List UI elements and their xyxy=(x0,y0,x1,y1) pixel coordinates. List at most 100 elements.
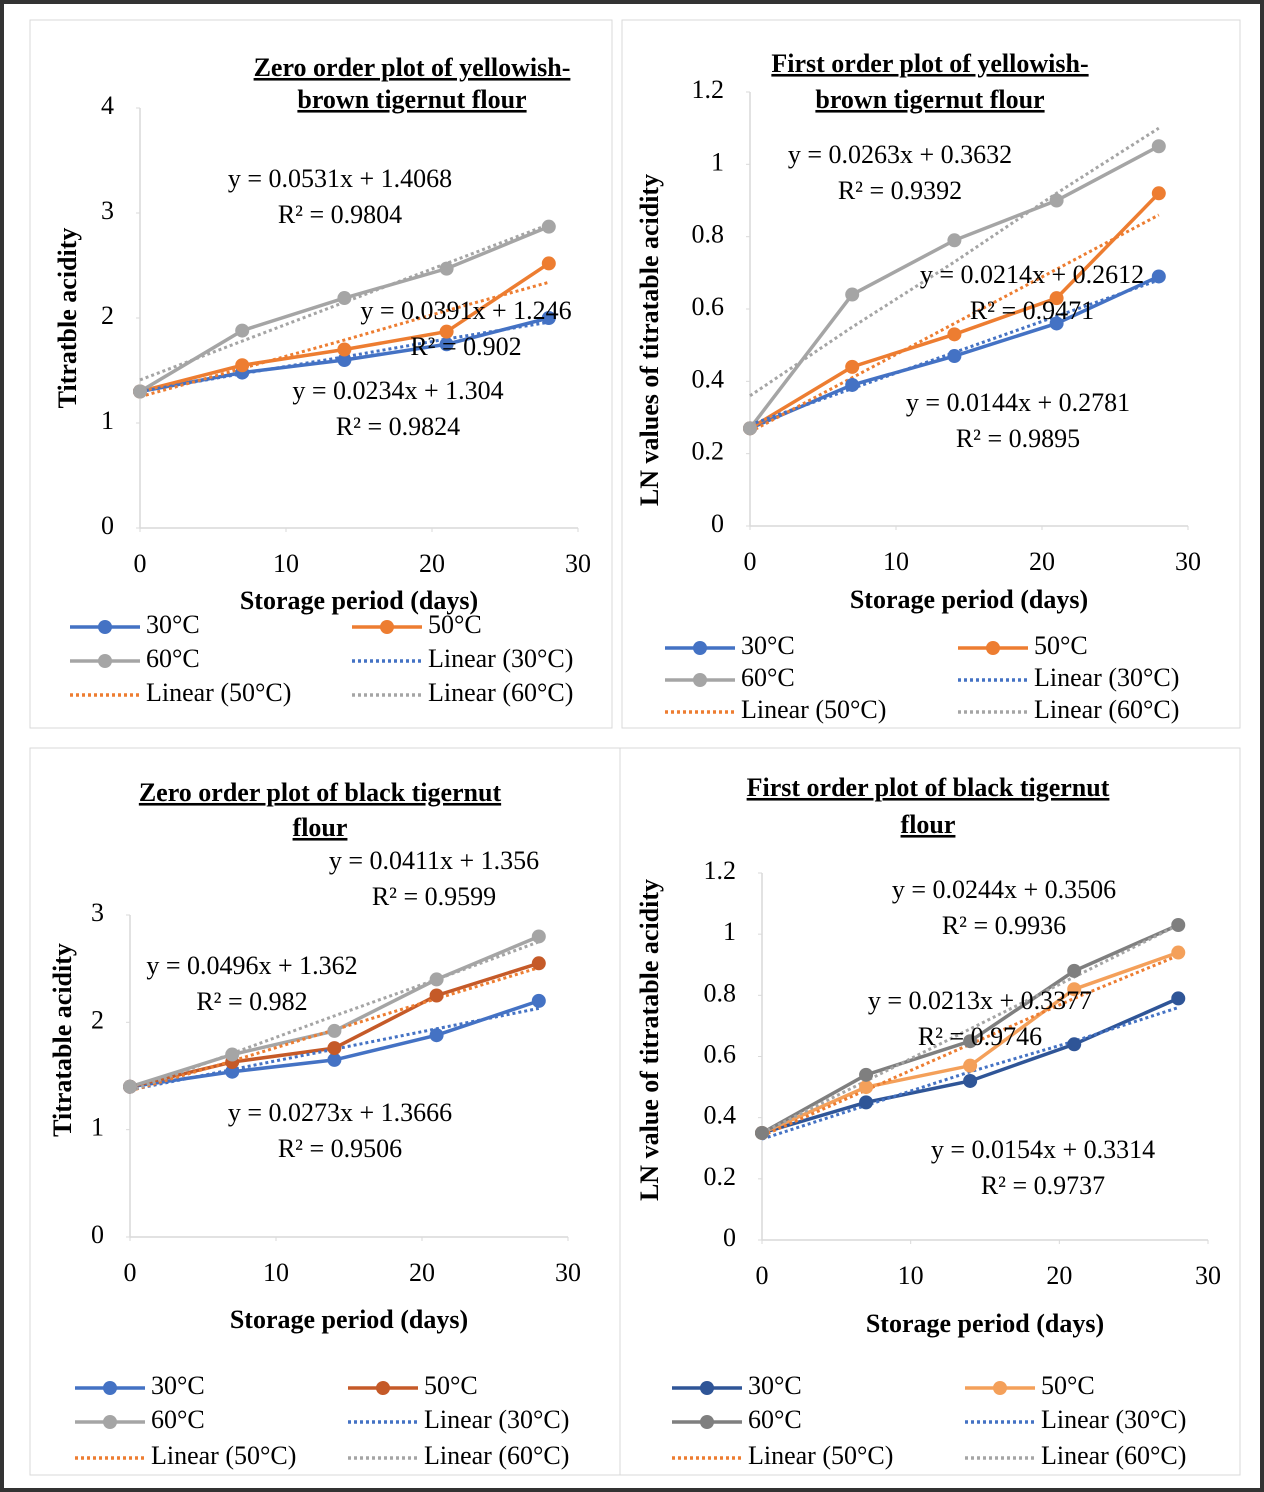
y-tick-label: 0.4 xyxy=(692,364,725,393)
x-tick-label: 0 xyxy=(756,1261,769,1290)
x-tick-label: 10 xyxy=(273,549,299,578)
y-tick-label: 0.6 xyxy=(704,1039,737,1068)
legend-label: Linear (50°C) xyxy=(741,695,886,724)
legend-marker xyxy=(103,1415,117,1429)
trend-equation: y = 0.0496x + 1.362 xyxy=(146,951,357,980)
trend-equation: y = 0.0411x + 1.356 xyxy=(329,846,539,875)
data-point xyxy=(327,1041,342,1056)
y-tick-label: 0.8 xyxy=(692,220,725,249)
data-point xyxy=(133,384,147,399)
data-point xyxy=(743,421,757,436)
legend-marker xyxy=(700,1415,714,1429)
data-point xyxy=(225,1064,240,1079)
trend-equation: y = 0.0213x + 0.3377 xyxy=(868,986,1092,1015)
x-tick-label: 20 xyxy=(419,549,445,578)
data-point xyxy=(859,1095,874,1110)
legend-marker xyxy=(986,641,1000,655)
trend-r2: R² = 0.9737 xyxy=(981,1171,1105,1200)
data-point xyxy=(429,988,444,1003)
data-point xyxy=(531,929,546,944)
y-tick-label: 1 xyxy=(91,1113,104,1142)
legend-marker xyxy=(380,620,394,634)
trend-r2: R² = 0.9804 xyxy=(278,200,402,229)
legend-marker xyxy=(103,1381,117,1395)
data-point xyxy=(963,1034,978,1049)
y-axis-label: LN value of titratable acidity xyxy=(635,879,664,1201)
trend-equation: y = 0.0273x + 1.3666 xyxy=(228,1098,452,1127)
legend-label: Linear (50°C) xyxy=(146,678,291,707)
legend-label: 50°C xyxy=(428,610,482,639)
legend-marker xyxy=(376,1381,390,1395)
legend-label: Linear (30°C) xyxy=(428,644,573,673)
legend-label: Linear (60°C) xyxy=(428,678,573,707)
y-tick-label: 1 xyxy=(723,917,736,946)
legend-label: Linear (30°C) xyxy=(1034,663,1179,692)
data-point xyxy=(1067,1037,1082,1052)
data-point xyxy=(429,972,444,987)
x-tick-label: 10 xyxy=(898,1261,924,1290)
trend-line xyxy=(761,954,1179,1138)
legend-label: Linear (60°C) xyxy=(424,1441,569,1470)
data-point xyxy=(859,1067,874,1082)
trend-r2: R² = 0.9471 xyxy=(970,296,1094,325)
data-point xyxy=(1171,917,1186,932)
data-point xyxy=(1067,963,1082,978)
panel-frame xyxy=(621,19,1241,729)
y-tick-label: 1 xyxy=(101,406,114,435)
legend-label: Linear (50°C) xyxy=(151,1441,296,1470)
trend-line xyxy=(749,213,1160,434)
x-tick-label: 30 xyxy=(1195,1261,1221,1290)
x-axis-label: Storage period (days) xyxy=(866,1309,1104,1338)
legend-label: 30°C xyxy=(741,631,795,660)
y-tick-label: 0.8 xyxy=(704,978,737,1007)
y-tick-label: 0 xyxy=(711,509,724,538)
trend-r2: R² = 0.9392 xyxy=(838,176,962,205)
legend-label: 50°C xyxy=(424,1371,478,1400)
legend-label: 50°C xyxy=(1034,631,1088,660)
data-point xyxy=(327,1023,342,1038)
data-point xyxy=(123,1079,137,1094)
data-point xyxy=(337,342,352,357)
y-tick-label: 4 xyxy=(101,91,114,120)
x-tick-label: 30 xyxy=(555,1258,581,1287)
legend-label: 60°C xyxy=(146,644,200,673)
panel-frame xyxy=(619,747,1241,1476)
legend-label: Linear (30°C) xyxy=(1041,1405,1186,1434)
data-point xyxy=(225,1047,240,1062)
trend-line xyxy=(129,940,540,1093)
legend-label: Linear (60°C) xyxy=(1041,1441,1186,1470)
trend-r2: R² = 0.9599 xyxy=(372,882,496,911)
legend-marker xyxy=(98,654,112,668)
data-point xyxy=(439,337,454,352)
trend-r2: R² = 0.9895 xyxy=(956,424,1080,453)
trend-equation: y = 0.0244x + 0.3506 xyxy=(892,875,1116,904)
data-point xyxy=(947,233,962,248)
trend-line xyxy=(129,966,540,1093)
x-tick-label: 0 xyxy=(134,549,147,578)
data-point xyxy=(1067,982,1082,997)
chart-title: flour xyxy=(293,813,348,842)
data-point xyxy=(541,256,556,271)
trend-equation: y = 0.0234x + 1.304 xyxy=(292,376,503,405)
y-tick-label: 0 xyxy=(91,1220,104,1249)
chart-title: First order plot of yellowish- xyxy=(771,49,1088,78)
x-tick-label: 0 xyxy=(744,547,757,576)
chart-title: brown tigernut flour xyxy=(297,85,526,114)
y-tick-label: 0 xyxy=(723,1223,736,1252)
x-tick-label: 30 xyxy=(565,549,591,578)
x-tick-label: 0 xyxy=(124,1258,137,1287)
y-tick-label: 2 xyxy=(101,301,114,330)
data-point xyxy=(963,1058,978,1073)
legend-marker xyxy=(98,620,112,634)
chart-title: Zero order plot of black tigernut xyxy=(139,778,502,807)
data-point xyxy=(541,219,556,234)
legend-marker xyxy=(693,641,707,655)
data-point xyxy=(541,311,556,325)
data-point xyxy=(845,377,860,392)
legend-label: 30°C xyxy=(151,1371,205,1400)
data-point xyxy=(337,353,352,367)
data-point xyxy=(845,359,860,374)
data-point xyxy=(1049,193,1064,208)
data-point xyxy=(439,261,454,276)
